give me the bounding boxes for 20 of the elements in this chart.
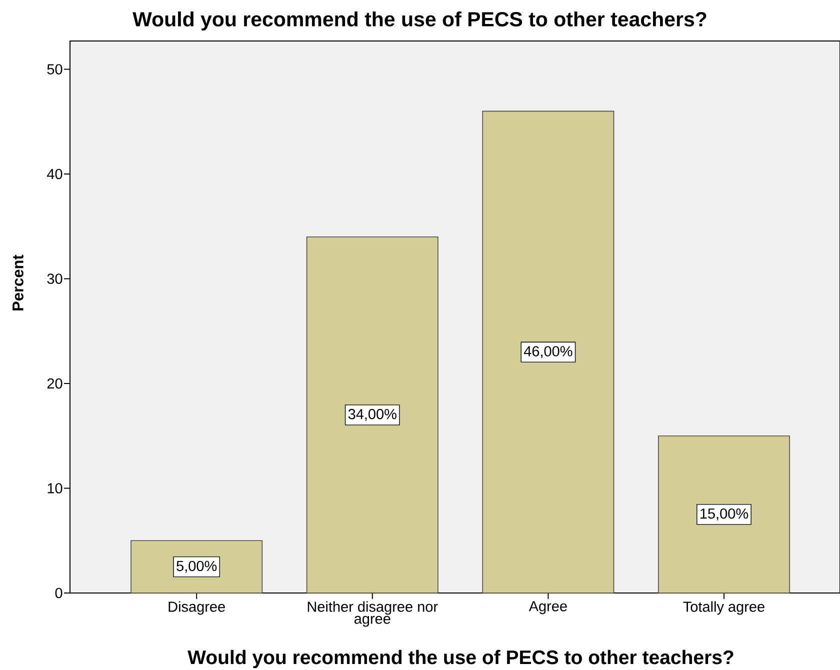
x-tick-label: Neither disagree nor agree bbox=[308, 601, 438, 627]
x-axis-title: Would you recommend the use of PECS to other teachers? bbox=[188, 650, 734, 668]
bar bbox=[306, 236, 438, 594]
data-label: 15,00% bbox=[700, 508, 748, 520]
data-label: 5,00% bbox=[176, 560, 217, 573]
data-label: 46,00% bbox=[524, 346, 572, 358]
y-axis-title: Percent bbox=[12, 254, 24, 310]
bar bbox=[482, 110, 614, 594]
data-label: 34,00% bbox=[348, 408, 396, 421]
y-tick-label: 10 bbox=[48, 483, 62, 494]
chart-title: Would you recommend the use of PECS to other teachers? bbox=[132, 11, 706, 31]
y-tick-label: 0 bbox=[55, 588, 62, 598]
x-tick-label: Agree bbox=[528, 601, 567, 614]
y-tick-label: 30 bbox=[47, 274, 62, 284]
x-tick-label: Totally agree bbox=[683, 601, 764, 615]
x-tick-label: Disagree bbox=[168, 601, 225, 615]
y-tick-label: 40 bbox=[47, 168, 62, 180]
y-tick-label: 20 bbox=[47, 378, 62, 389]
bar bbox=[658, 435, 790, 594]
y-tick-label: 50 bbox=[47, 64, 62, 74]
